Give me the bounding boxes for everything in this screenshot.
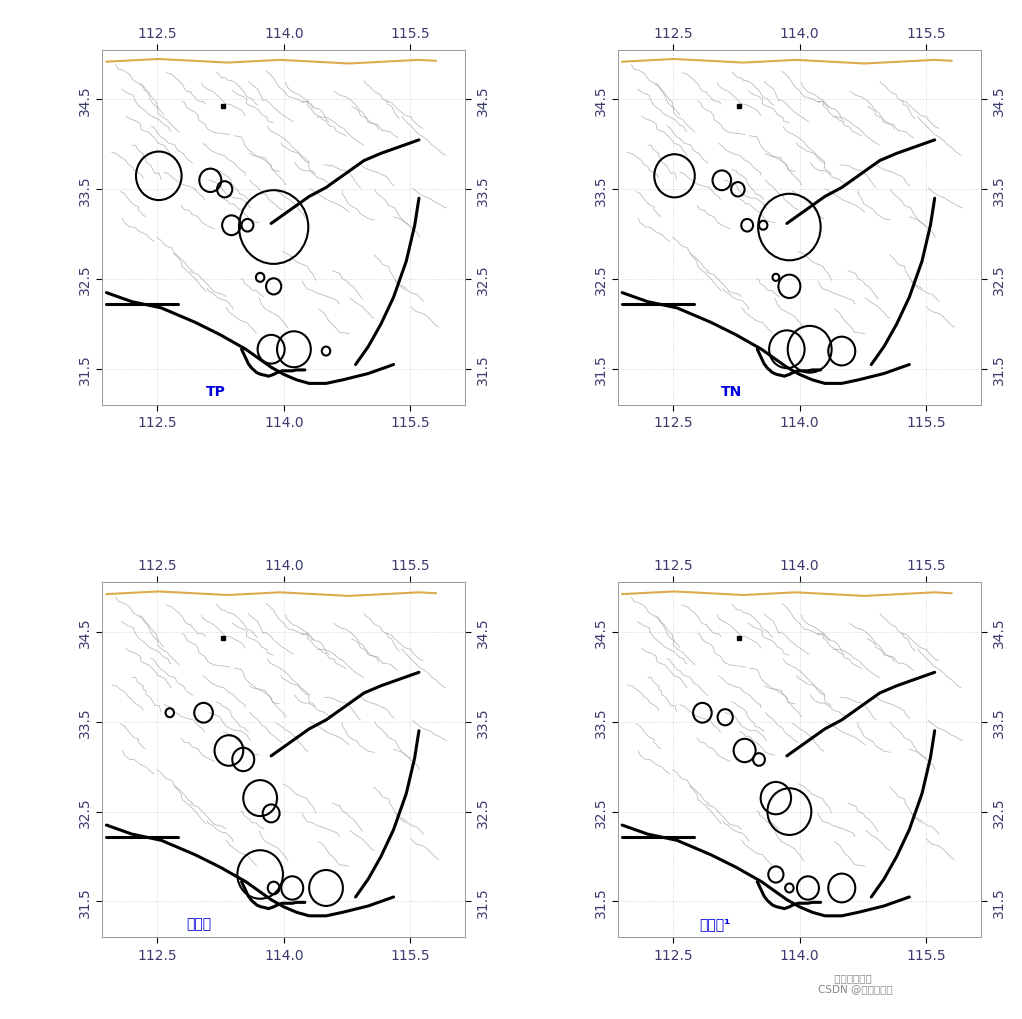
Text: TP: TP [206,384,226,398]
Text: 透明度: 透明度 [187,916,212,930]
Text: 拓端数据部落
CSDN @拓端研究室: 拓端数据部落 CSDN @拓端研究室 [818,972,892,994]
Text: TN: TN [722,384,743,398]
Text: 叶綠素¹: 叶綠素¹ [699,916,731,930]
